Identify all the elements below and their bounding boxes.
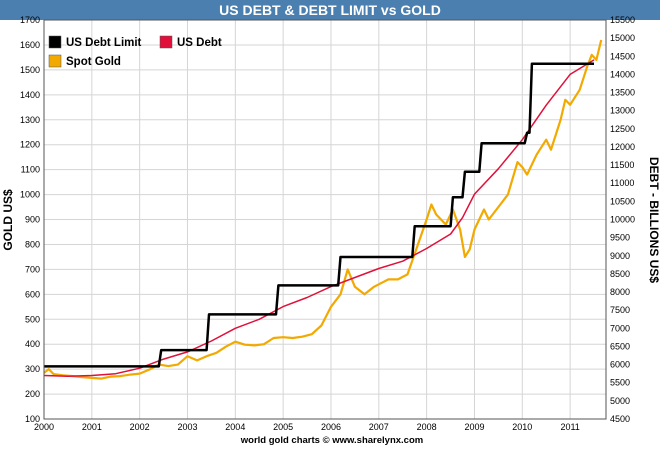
right-tick-label: 7000 <box>610 323 630 333</box>
right-tick-label: 11000 <box>610 178 634 188</box>
legend-swatch-us-debt <box>159 35 173 49</box>
series-line-spot-gold <box>43 39 603 380</box>
right-tick-label: 14500 <box>610 51 635 61</box>
right-tick-label: 13500 <box>610 88 635 98</box>
x-tick-label: 2010 <box>512 422 532 432</box>
left-tick-label: 1300 <box>20 115 40 125</box>
x-tick-label: 2011 <box>560 422 579 432</box>
x-tick-label: 2007 <box>369 422 389 432</box>
x-tick-label: 2002 <box>130 422 150 432</box>
right-tick-label: 12000 <box>610 142 635 152</box>
left-tick-label: 500 <box>25 314 40 324</box>
left-tick-label: 1000 <box>20 190 40 200</box>
right-tick-label: 10000 <box>610 215 635 225</box>
legend-label-debt-limit: US Debt Limit <box>66 37 142 49</box>
right-axis: 4500 5000 5500 6000 6500 7000 7500 8000 8500 9000… <box>610 15 635 424</box>
legend: US Debt Limit US Debt Spot Gold <box>48 35 222 68</box>
chart-title: US DEBT & DEBT LIMIT vs GOLD <box>219 2 441 18</box>
right-tick-label: 14000 <box>610 69 635 79</box>
source-caption: world gold charts © www.sharelynx.com <box>240 435 423 446</box>
right-tick-label: 9000 <box>610 251 630 261</box>
x-tick-label: 2004 <box>225 422 245 432</box>
left-axis-label: GOLD US$ <box>1 189 15 251</box>
left-tick-label: 1700 <box>20 15 40 25</box>
x-tick-label: 2006 <box>321 422 341 432</box>
left-tick-label: 1400 <box>20 90 40 100</box>
x-tick-label: 2001 <box>82 422 102 432</box>
left-axis: 100 200 300 400 500 600 700 800 900 1000 1100 1200 1… <box>20 15 40 424</box>
right-tick-label: 8000 <box>610 287 630 297</box>
right-tick-label: 9500 <box>610 233 630 243</box>
right-tick-label: 8500 <box>610 269 630 279</box>
legend-label-spot-gold: Spot Gold <box>66 56 121 68</box>
plot-border <box>43 19 607 420</box>
left-tick-label: 300 <box>25 364 40 374</box>
right-tick-label: 11500 <box>610 160 634 170</box>
left-tick-label: 1500 <box>20 65 40 75</box>
left-tick-label: 400 <box>25 339 40 349</box>
legend-swatch-spot-gold <box>48 54 62 68</box>
left-tick-label: 700 <box>25 264 40 274</box>
right-tick-label: 15000 <box>610 33 635 43</box>
x-tick-label: 2005 <box>273 422 293 432</box>
left-tick-label: 600 <box>25 289 40 299</box>
right-tick-label: 7500 <box>610 305 630 315</box>
left-tick-label: 1600 <box>20 40 40 50</box>
right-tick-label: 6500 <box>610 341 630 351</box>
series-layer <box>43 39 603 380</box>
legend-label-us-debt: US Debt <box>177 37 222 49</box>
right-tick-label: 13000 <box>610 106 635 116</box>
left-tick-label: 200 <box>25 389 40 399</box>
right-tick-label: 12500 <box>610 124 635 134</box>
left-tick-label: 100 <box>25 414 40 424</box>
right-tick-label: 10500 <box>610 196 635 206</box>
left-tick-label: 1200 <box>20 140 40 150</box>
left-tick-label: 1100 <box>21 165 40 175</box>
legend-swatch-debt-limit <box>48 35 62 49</box>
series-line-debt-limit <box>44 62 594 368</box>
x-tick-label: 2009 <box>464 422 484 432</box>
right-tick-label: 6000 <box>610 360 630 370</box>
title-bar <box>0 0 660 20</box>
right-tick-label: 5500 <box>610 378 630 388</box>
x-tick-label: 2003 <box>177 422 197 432</box>
left-tick-label: 900 <box>25 215 40 225</box>
right-tick-label: 4500 <box>610 414 630 424</box>
x-tick-label: 2008 <box>417 422 437 432</box>
right-tick-label: 15500 <box>610 15 635 25</box>
x-axis: 2000 2001 2002 2003 2004 2005 2006 2007 2008 2009… <box>34 422 580 432</box>
x-tick-label: 2000 <box>34 422 54 432</box>
right-axis-label: DEBT - BILLIONS US$ <box>647 157 660 283</box>
right-tick-label: 5000 <box>610 396 630 406</box>
left-tick-label: 800 <box>25 239 40 249</box>
